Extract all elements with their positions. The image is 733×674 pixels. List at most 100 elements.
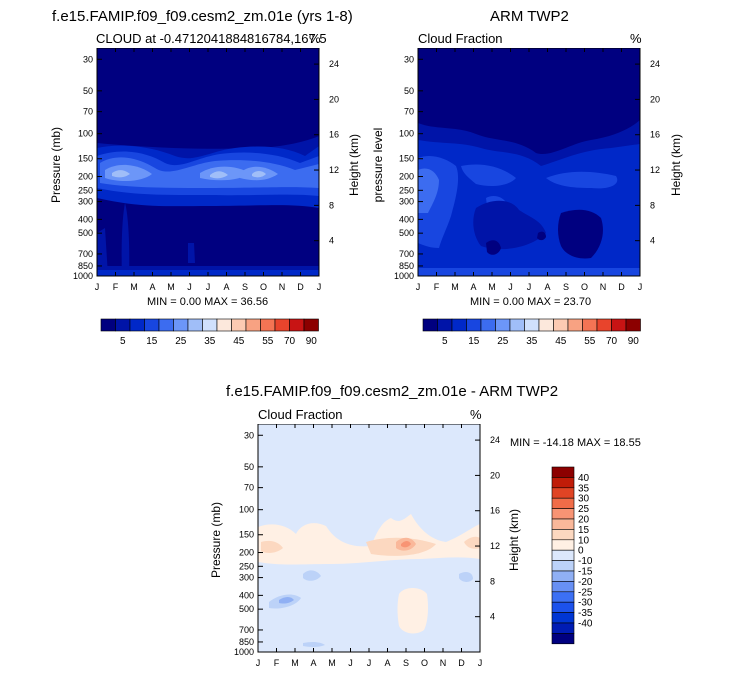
x-tick-label: S [403,658,409,668]
top-right-colorbar: 5 15 25 35 45 55 70 90 [422,318,641,347]
colorbar-label: 30 [578,494,590,505]
y2-tick-label: 4 [490,612,495,622]
colorbar-swatch [303,318,319,332]
y2-tick-label: 16 [650,130,660,140]
colorbar-swatch [202,318,218,332]
colorbar-label: -25 [578,587,593,598]
y-tick-label: 200 [399,172,414,182]
colorbar-swatch [173,318,189,332]
x-tick-label: J [256,658,261,668]
y-tick-label: 500 [399,228,414,238]
colorbar-swatch [551,497,575,509]
x-tick-label: F [434,282,440,292]
y-tick-label: 1000 [394,271,414,281]
top-left-axes: J F M A M J J A S O N D J 30 50 70 100 150 200 250 300 400 500… [73,48,339,292]
y-tick-label: 200 [239,548,254,558]
colorbar-swatch [144,318,160,332]
y-tick-label: 700 [78,249,93,259]
colorbar-swatch [567,318,583,332]
x-tick-label: M [167,282,175,292]
top-left-plot: J F M A M J J A S O N D J 30 50 70 100 150 200 250 300 400 500… [73,48,339,292]
y2-tick-label: 20 [490,470,500,480]
colorbar-swatch [187,318,203,332]
colorbar-swatch [216,318,232,332]
top-right-title: ARM TWP2 [490,8,569,25]
colorbar-label: 5 [442,336,448,347]
colorbar-label: 55 [584,336,596,347]
bottom-units: % [470,407,482,422]
y-tick-label: 100 [399,129,414,139]
y-tick-label: 850 [78,261,93,271]
top-right-plot: J F M A M J J A S O N D J 30 50 70 100 150 200 250 300 400 500… [394,48,660,292]
y2-tick-label: 4 [329,236,334,246]
colorbar-swatch [231,318,247,332]
y2-tick-label: 24 [490,435,500,445]
colorbar-label: 55 [262,336,274,347]
colorbar-swatch [551,466,575,478]
y-tick-label: 700 [399,249,414,259]
x-tick-label: M [488,282,496,292]
x-tick-label: F [113,282,119,292]
x-tick-label: A [149,282,155,292]
y2-tick-label: 16 [329,130,339,140]
colorbar-label: 15 [468,336,480,347]
bottom-left-label: Cloud Fraction [258,407,343,422]
y-tick-label: 1000 [234,647,254,657]
colorbar-swatch [596,318,612,332]
x-tick-label: J [206,282,211,292]
bottom-positive-band [258,514,480,565]
colorbar-swatch [524,318,540,332]
x-tick-label: J [416,282,421,292]
y-tick-label: 150 [78,154,93,164]
colorbar-swatch [551,487,575,499]
colorbar-label: 15 [146,336,158,347]
colorbar-swatch [260,318,276,332]
colorbar-label: 35 [578,483,590,494]
top-right-units: % [630,31,642,46]
y2-tick-label: 20 [650,94,660,104]
colorbar-swatch [551,591,575,603]
colorbar-label: 35 [204,336,216,347]
y-tick-label: 850 [239,637,254,647]
colorbar-swatch [245,318,261,332]
y-tick-label: 400 [78,214,93,224]
colorbar-swatch [551,539,575,551]
colorbar-label: 25 [175,336,187,347]
colorbar-swatch [551,633,575,645]
y-tick-label: 50 [404,86,414,96]
x-tick-label: M [451,282,459,292]
colorbar-swatch [480,318,496,332]
colorbar-swatch [551,622,575,634]
top-left-units: % [309,31,321,46]
y-tick-label: 250 [399,185,414,195]
colorbar-swatch [422,318,438,332]
colorbar-swatch [582,318,598,332]
x-tick-label: J [367,658,372,668]
top-right-left-label: Cloud Fraction [418,31,503,46]
y-tick-label: 300 [399,197,414,207]
colorbar-label: 45 [233,336,245,347]
colorbar-swatch [495,318,511,332]
bottom-plot: J F M A M J J A S O N D J 30 50 70 100 150 200 250 300 400 500… [234,424,500,668]
colorbar-swatch [289,318,305,332]
top-right-axes: J F M A M J J A S O N D J 30 50 70 100 150 200 250 300 400 500… [394,48,660,292]
x-tick-label: N [279,282,286,292]
colorbar-swatch [625,318,641,332]
x-tick-label: J [638,282,643,292]
y2-tick-label: 16 [490,506,500,516]
y-tick-label: 30 [404,54,414,64]
x-tick-label: M [291,658,299,668]
y-tick-label: 250 [239,561,254,571]
y-tick-label: 100 [239,505,254,515]
colorbar-swatch [551,508,575,520]
x-tick-label: J [348,658,353,668]
colorbar-label: 10 [578,535,590,546]
top-left-colorbar: 5 15 25 35 45 55 70 90 [100,318,319,347]
colorbar-swatch [538,318,554,332]
y-tick-label: 70 [244,483,254,493]
y2-tick-label: 4 [650,236,655,246]
colorbar-swatch [466,318,482,332]
y-tick-label: 150 [399,154,414,164]
colorbar-label: 25 [578,504,590,515]
x-tick-label: D [297,282,304,292]
